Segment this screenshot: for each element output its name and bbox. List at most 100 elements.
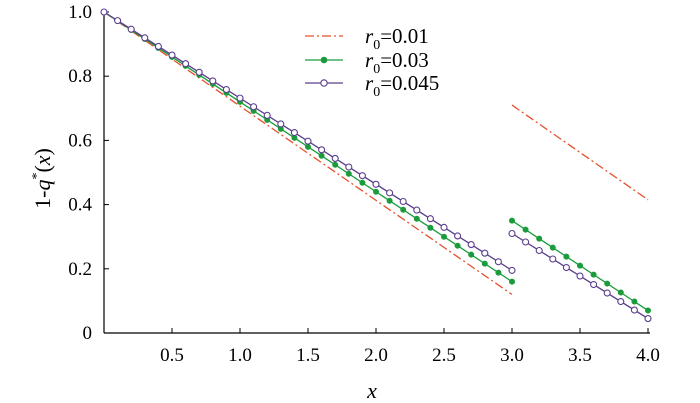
y-axis-label: 1-q*(x) — [30, 148, 55, 209]
series-2-point — [372, 180, 380, 188]
legend-label-0: r0=0.01 — [365, 24, 429, 53]
series-1-point — [481, 260, 488, 267]
x-tick-label: 2.0 — [364, 345, 388, 366]
series-1-point — [332, 161, 339, 168]
series-2-point — [399, 197, 407, 206]
y-tick-label: 0.8 — [68, 66, 92, 87]
series-1-point — [631, 298, 638, 305]
series-0-segment-0 — [103, 11, 513, 296]
series-1-point — [549, 244, 556, 251]
series-1-point — [386, 197, 393, 204]
x-tick-label: 0.5 — [160, 345, 184, 366]
series-1-point — [345, 170, 352, 177]
series-1-point — [454, 242, 461, 249]
series-2-point — [508, 266, 516, 274]
legend-marker-1 — [320, 56, 328, 64]
series-2-point — [494, 258, 502, 266]
y-tick-label: 0 — [83, 323, 93, 344]
series-2-point — [168, 51, 176, 59]
series-1-point — [590, 271, 597, 278]
series-1-point — [304, 143, 311, 150]
series-2-point — [182, 60, 190, 68]
series-2-point — [454, 232, 462, 240]
series-2-point — [290, 129, 298, 137]
series-1-point — [508, 217, 515, 224]
series-1-point — [604, 280, 611, 287]
series-2-point — [304, 137, 312, 145]
series-2-point — [222, 85, 230, 94]
series-1-point — [536, 235, 543, 242]
series-1-point — [372, 188, 379, 195]
y-label-prefix: 1- — [30, 191, 55, 209]
series-2-point — [549, 255, 557, 263]
series-1-point — [645, 307, 652, 314]
x-tick-label: 3.5 — [568, 345, 592, 366]
series-2-point — [114, 17, 122, 25]
y-tick-label: 1.0 — [68, 2, 92, 23]
series-2-point — [345, 163, 353, 171]
series-0 — [103, 11, 649, 296]
series-2-point — [358, 172, 366, 180]
tick-labels: 0.5 1.0 1.5 2.0 2.5 3.0 3.5 4.0 0 0.2 0.4 0.6 0.8 1.0 — [68, 2, 660, 366]
series-2-point — [263, 111, 271, 119]
axes — [103, 10, 650, 334]
series-1-point — [508, 278, 515, 285]
series-2-point — [562, 263, 570, 272]
series-2-point — [250, 103, 258, 111]
series-2-point — [318, 146, 326, 154]
series-2-point — [590, 280, 598, 289]
y-tick-label: 0.2 — [68, 259, 92, 280]
series-2-point — [209, 77, 217, 85]
series-2-point — [467, 241, 475, 249]
series-1-point — [318, 152, 325, 159]
series-1-point — [577, 262, 584, 269]
x-tick-label: 1.5 — [296, 345, 320, 366]
series-layer — [100, 8, 652, 323]
series-1-point — [359, 179, 366, 186]
series-2-point — [127, 25, 135, 33]
y-label-suffix: (x) — [30, 148, 55, 172]
series-2-point — [630, 306, 638, 314]
series-1-point — [468, 251, 475, 258]
series-1-point — [413, 215, 420, 222]
series-2-point — [535, 246, 543, 255]
y-label-var: q — [30, 180, 55, 191]
series-2 — [100, 8, 652, 323]
y-label-sup: * — [30, 173, 45, 180]
series-2-point — [386, 189, 394, 197]
x-axis-label: x — [366, 378, 377, 403]
x-tick-label: 3.0 — [500, 345, 524, 366]
series-2-point — [644, 315, 652, 323]
series-1-point — [617, 289, 624, 296]
series-1-point — [400, 206, 407, 213]
legend-label-1: r0=0.03 — [365, 48, 429, 77]
series-2-point — [154, 42, 162, 51]
series-1-point — [427, 224, 434, 231]
series-2-point — [141, 34, 149, 42]
series-2-point — [576, 272, 584, 280]
series-2-point — [617, 297, 625, 306]
series-2-point — [522, 238, 530, 246]
x-tick-label: 4.0 — [636, 345, 660, 366]
series-2-point — [440, 223, 448, 231]
series-2-point — [508, 229, 516, 238]
y-tick-label: 0.4 — [68, 195, 92, 216]
legend-marker-2 — [320, 79, 328, 87]
series-2-point — [331, 154, 339, 162]
series-2-point — [236, 94, 244, 102]
series-2-point — [413, 206, 421, 214]
series-2-point — [100, 8, 108, 16]
series-1-point — [440, 233, 447, 240]
x-tick-label: 1.0 — [228, 345, 252, 366]
series-2-point — [195, 68, 203, 76]
series-1-point — [522, 226, 529, 233]
series-1-point — [495, 269, 502, 276]
series-1-point — [563, 253, 570, 260]
y-tick-label: 0.6 — [68, 130, 92, 151]
legend-label-2: r0=0.045 — [365, 71, 439, 100]
series-2-point — [277, 120, 285, 128]
series-2-point — [603, 289, 611, 297]
